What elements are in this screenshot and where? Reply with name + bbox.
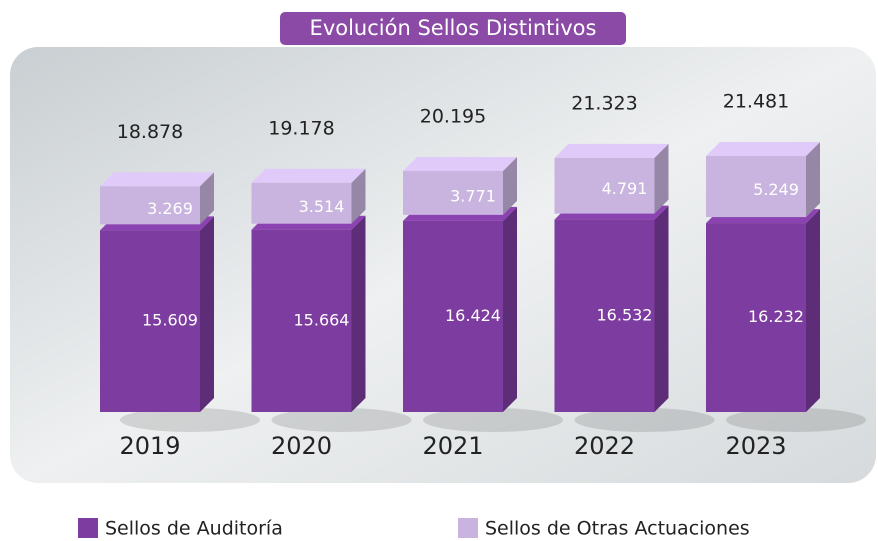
chart-title: Evolución Sellos Distintivos bbox=[310, 16, 597, 40]
total-label: 18.878 bbox=[117, 121, 183, 143]
value-label: 5.249 bbox=[753, 180, 799, 199]
bar-side bbox=[654, 205, 669, 412]
value-label: 4.791 bbox=[602, 179, 648, 198]
x-tick-label: 2019 bbox=[119, 432, 180, 460]
bar-side bbox=[503, 206, 517, 412]
value-label: 3.771 bbox=[450, 186, 496, 205]
bar-top bbox=[251, 168, 366, 183]
x-tick-label: 2023 bbox=[725, 432, 786, 460]
bar bbox=[251, 229, 352, 412]
total-label: 20.195 bbox=[420, 105, 486, 127]
shadow bbox=[120, 408, 260, 432]
value-label: 16.232 bbox=[748, 307, 804, 326]
bar-side bbox=[351, 215, 366, 412]
shadow bbox=[574, 408, 715, 432]
legend-swatch bbox=[458, 518, 478, 538]
legend: Sellos de Auditoría Sellos de Otras Actua… bbox=[78, 518, 750, 540]
bar bbox=[403, 170, 503, 215]
bar-side bbox=[200, 172, 214, 225]
bar bbox=[554, 157, 655, 214]
legend-label: Sellos de Otras Actuaciones bbox=[485, 518, 750, 540]
value-label: 16.532 bbox=[597, 305, 653, 324]
bar-side bbox=[806, 142, 820, 218]
bar-side bbox=[351, 168, 366, 224]
bar bbox=[100, 230, 200, 412]
bar-top bbox=[403, 156, 517, 171]
bar-side bbox=[503, 156, 517, 215]
value-label: 16.424 bbox=[445, 306, 501, 325]
value-label: 3.514 bbox=[299, 197, 345, 216]
bar bbox=[706, 156, 806, 218]
title-box bbox=[280, 12, 626, 45]
bar-top bbox=[706, 142, 820, 156]
bar bbox=[403, 220, 503, 412]
value-label: 15.664 bbox=[294, 310, 350, 329]
shadow bbox=[423, 408, 563, 432]
bar-side bbox=[654, 143, 669, 214]
bar bbox=[251, 182, 352, 224]
bar-side bbox=[200, 216, 214, 412]
bar bbox=[706, 223, 806, 412]
shadow bbox=[726, 408, 866, 432]
total-label: 21.323 bbox=[571, 92, 637, 114]
bar-top bbox=[100, 172, 214, 187]
bar bbox=[100, 186, 200, 225]
bar-top bbox=[554, 143, 669, 158]
shadow bbox=[271, 408, 412, 432]
bar-side bbox=[806, 209, 820, 412]
value-label: 15.609 bbox=[142, 311, 198, 330]
legend-label: Sellos de Auditoría bbox=[105, 518, 283, 540]
value-label: 3.269 bbox=[147, 199, 193, 218]
x-tick-label: 2021 bbox=[422, 432, 483, 460]
x-tick-label: 2022 bbox=[574, 432, 635, 460]
x-tick-label: 2020 bbox=[271, 432, 332, 460]
bar bbox=[554, 219, 655, 412]
total-label: 19.178 bbox=[268, 117, 334, 139]
total-label: 21.481 bbox=[723, 91, 789, 113]
legend-swatch bbox=[78, 518, 98, 538]
